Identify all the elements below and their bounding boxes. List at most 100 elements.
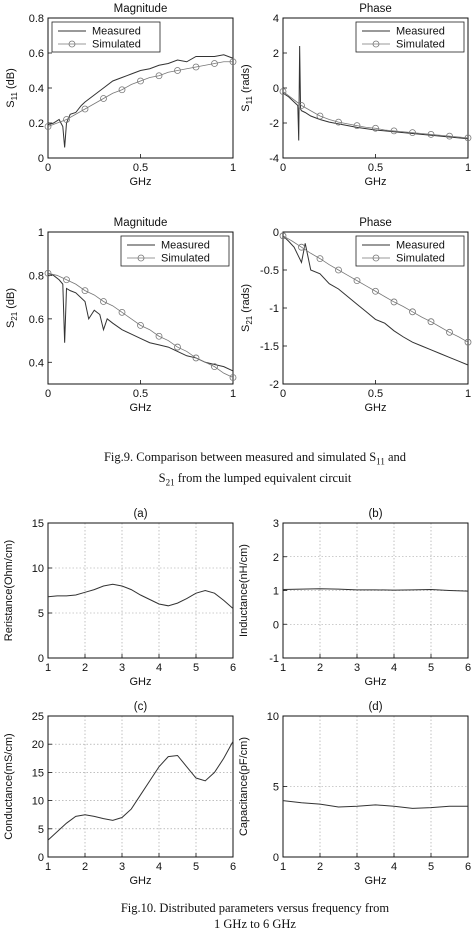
capacitance-ytick-label-0: 0	[273, 852, 279, 864]
conductance-xtick-label-4: 5	[193, 861, 199, 873]
s11-phase-xtick-label-1: 0.5	[368, 162, 383, 174]
fig9-caption-sub1: 11	[376, 456, 385, 467]
inductance-ytick-label-0: -1	[269, 653, 279, 665]
inductance-ylabel: Inductance(nH/cm)	[238, 544, 250, 637]
resistance-xtick-label-3: 4	[156, 662, 162, 674]
s11-phase-ylabel-main: S	[240, 104, 252, 111]
s11-phase-simulated-point-18	[446, 132, 453, 140]
s11-phase-simulated-point-14	[409, 129, 416, 137]
s11-magnitude-simulated-point-14	[174, 67, 181, 74]
capacitance-chart: 1 2 3 4 5 6 0 5 10 (d) GHz Capacitance(pF/cm)	[238, 701, 471, 887]
fig10-caption: Fig.10. Distributed parameters versus fr…	[60, 900, 450, 932]
s21-magnitude-simulated-point-18	[211, 363, 218, 371]
s11-magnitude-simulated-point-4	[81, 105, 89, 113]
capacitance-series-data-line	[282, 800, 468, 809]
s11-phase-ytick-label-4: 4	[273, 13, 279, 25]
s21-phase-xtick-label-0: 0	[280, 388, 286, 400]
s11-magnitude-simulated-point-16	[192, 63, 200, 71]
s11-magnitude-ytick-label-2: 0.4	[29, 83, 44, 95]
s11-magnitude-simulated-point-0	[44, 123, 52, 130]
s11-magnitude-simulated-point-2	[63, 116, 70, 123]
s21-magnitude-simulated-point-4	[81, 287, 89, 295]
s11-magnitude-legend-measured-label: Measured	[92, 26, 141, 38]
resistance-xtick-label-2: 3	[119, 662, 125, 674]
capacitance-title: (d)	[368, 701, 382, 713]
conductance-xtick-label-3: 4	[156, 861, 162, 873]
inductance-xtick-label-0: 1	[280, 662, 286, 674]
s11-magnitude-ytick-label-1: 0.2	[29, 118, 44, 130]
s21-magnitude-simulated-point-16	[192, 354, 200, 362]
fig9-caption-line2-pre: S	[158, 470, 166, 485]
s21-magnitude-simulated-point-6	[100, 298, 107, 305]
conductance-xlabel: GHz	[130, 875, 152, 887]
conductance-series-data-line	[47, 741, 234, 841]
resistance-ylabel: Reristance(Ohm/cm)	[3, 540, 15, 641]
inductance-title: (b)	[368, 508, 382, 520]
s21-phase-simulated-point-16	[427, 318, 435, 326]
s21-magnitude-simulated-point-2	[63, 276, 70, 284]
s11-magnitude-simulated-point-10	[137, 77, 144, 85]
s21-phase-legend-measured-label: Measured	[396, 240, 445, 252]
conductance-xtick-label-1: 2	[82, 861, 88, 873]
conductance-title: (c)	[134, 701, 148, 713]
s21-magnitude-ytick-label-0: 0.4	[29, 357, 44, 369]
s11-magnitude-simulated-point-20	[229, 58, 237, 66]
s21-magnitude-simulated-point-10	[137, 321, 144, 329]
s21-phase-simulated-point-6	[335, 266, 342, 274]
s21-phase-simulated-point-20	[464, 338, 472, 346]
capacitance-ylabel: Capacitance(pF/cm)	[238, 737, 250, 836]
s11-phase-legend-simulated-label: Simulated	[396, 39, 445, 51]
fig9-caption-mid: and	[384, 450, 407, 464]
fig9-caption-line1: Fig.9. Comparison between measured and s…	[103, 450, 377, 464]
s21-magnitude-legend-measured-label: Measured	[161, 240, 210, 252]
s11-phase-ylabel-sub: 11	[245, 96, 254, 105]
s21-magnitude-simulated-point-0	[44, 269, 52, 277]
s21-magnitude-ylabel-unit: (dB)	[5, 288, 17, 312]
s11-magnitude-legend-simulated-marker	[68, 40, 76, 48]
resistance-xtick-label-0: 1	[45, 662, 51, 674]
s21-magnitude-ytick-label-1: 0.6	[29, 314, 44, 326]
s21-magnitude-ytick-label-3: 1	[38, 227, 44, 239]
conductance-chart: 1 2 3 4 5 6 0 5 10 15 20 25 (c) GHz Conductance(mS/cm)	[3, 701, 236, 887]
s11-phase-title: Phase	[359, 3, 392, 15]
inductance-ytick-label-1: 0	[273, 619, 279, 631]
s11-phase-xlabel: GHz	[365, 176, 387, 188]
inductance-ytick-label-4: 3	[273, 518, 279, 530]
s21-magnitude-ytick-label-2: 0.8	[29, 270, 44, 282]
s21-magnitude-title: Magnitude	[114, 217, 168, 229]
capacitance-ytick-label-2: 10	[267, 711, 279, 723]
resistance-chart: 1 2 3 4 5 6 0 5 10 15 (a) GHz Reristance(Ohm/cm)	[3, 508, 236, 688]
s11-magnitude-xlabel: GHz	[130, 176, 152, 188]
s21-magnitude-ylabel-main: S	[5, 321, 17, 328]
s11-phase-simulated-point-12	[390, 127, 398, 135]
resistance-ytick-label-0: 0	[38, 653, 44, 665]
s21-phase-ylabel-main: S	[240, 325, 252, 332]
s21-phase-simulated-point-8	[353, 277, 361, 285]
s21-phase-chart: 0 0.5 1 -2 -1.5 -1 -0.5 0 Phase GHz S21 (rads) Meas…	[240, 217, 472, 414]
s21-phase-xtick-label-2: 1	[465, 388, 471, 400]
conductance-ytick-label-5: 25	[32, 711, 44, 723]
s11-magnitude-chart: 0 0.5 1 0 0.2 0.4 0.6 0.8 Magnitude GHz S11 (dB) Me…	[5, 3, 237, 188]
s21-magnitude-xlabel: GHz	[130, 402, 152, 414]
s11-phase-series-simulated-line	[282, 91, 469, 139]
capacitance-xlabel: GHz	[365, 875, 387, 887]
s11-phase-simulated-point-16	[427, 130, 435, 138]
s11-magnitude-series-measured-line	[47, 54, 234, 148]
resistance-frame	[47, 522, 234, 659]
s11-magnitude-title: Magnitude	[114, 3, 168, 15]
s11-phase-simulated-point-4	[316, 112, 324, 120]
capacitance-xtick-label-0: 1	[280, 861, 286, 873]
inductance-ytick-label-3: 2	[273, 552, 279, 564]
s21-magnitude-simulated-point-20	[229, 374, 237, 381]
fig9-caption: Fig.9. Comparison between measured and s…	[60, 449, 450, 490]
s21-magnitude-series-simulated-line	[47, 272, 234, 378]
s21-phase-title: Phase	[359, 217, 392, 229]
s21-phase-simulated-point-18	[446, 328, 453, 336]
s11-phase-legend-box	[355, 21, 465, 53]
capacitance-xtick-label-5: 6	[465, 861, 471, 873]
s21-phase-ylabel-unit: (rads)	[240, 284, 252, 316]
